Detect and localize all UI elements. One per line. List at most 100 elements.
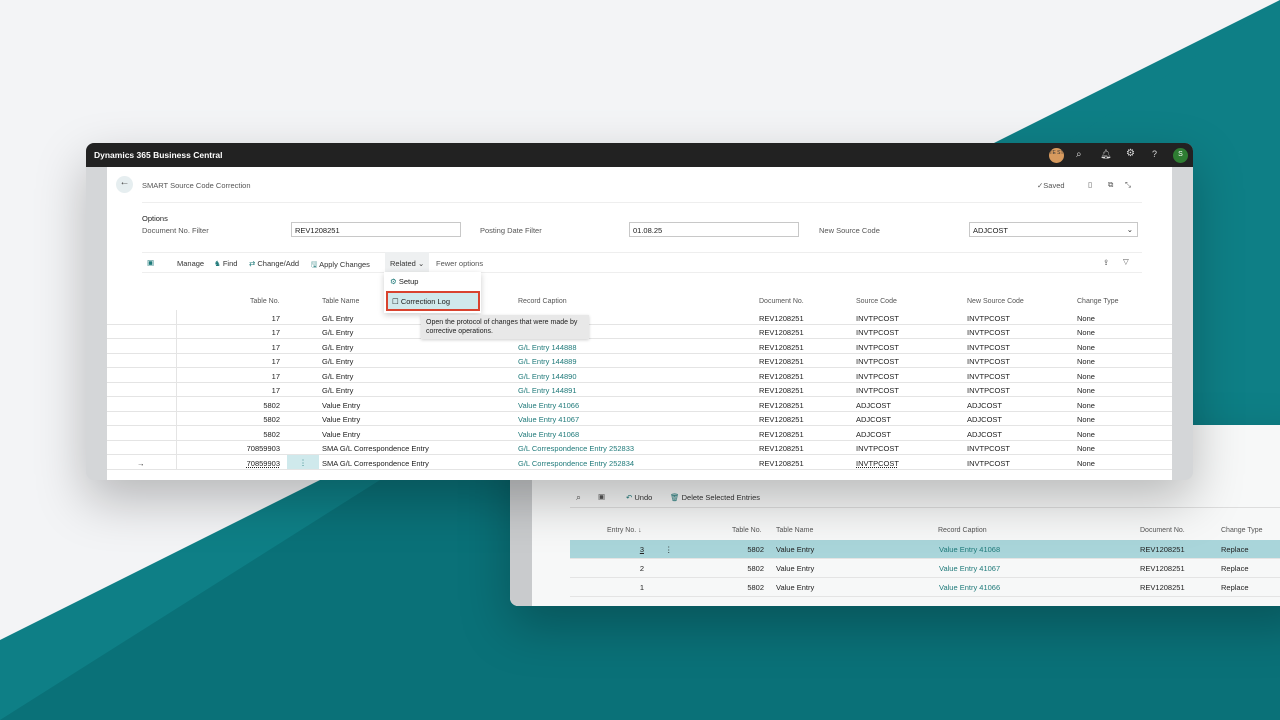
cell-table-no[interactable]: 17 xyxy=(271,313,280,323)
menu-item-correction-log[interactable]: ☐ Correction Log xyxy=(386,291,480,311)
cell-table-no[interactable]: 17 xyxy=(271,386,280,395)
cell: REV1208251 xyxy=(759,371,804,381)
table-row[interactable]: 17 G/L Entry G/L Entry 144889 REV1208251 INV… xyxy=(107,353,1172,368)
date-filter-label: Posting Date Filter xyxy=(480,226,542,235)
related-menu: ⚙ Setup ☐ Correction Log xyxy=(384,272,481,313)
col-record-caption[interactable]: Record Caption xyxy=(518,298,567,305)
cell: INVTPCOST xyxy=(967,458,1010,468)
log-row[interactable]: 2 5802 Value Entry Value Entry 41067 REV1208… xyxy=(570,559,1280,578)
new-source-select[interactable]: ADJCOST ⌄ xyxy=(969,222,1138,237)
log-row[interactable]: 1 5802 Value Entry Value Entry 41066 REV1208… xyxy=(570,578,1280,597)
table-row[interactable]: 17 G/L Entry REV1208251 INVTPCOST INVTPCOST N… xyxy=(107,324,1172,339)
cell: Value Entry xyxy=(322,429,361,439)
collapse-icon[interactable]: ⤡ xyxy=(1125,180,1131,189)
col-document-no[interactable]: Document No. xyxy=(1140,527,1185,534)
cell: None xyxy=(1077,357,1095,366)
table-row[interactable]: 5802 Value Entry Value Entry 41068 REV12082… xyxy=(107,426,1172,441)
log-row[interactable]: 3 ⋮ 5802 Value Entry Value Entry 41068 REV120… xyxy=(570,540,1280,559)
gear-icon[interactable]: ⚙ xyxy=(1126,148,1135,159)
col-entry-no[interactable]: Entry No. ↓ xyxy=(607,527,642,534)
row-actions-button[interactable]: ⋮ xyxy=(665,545,673,554)
apply-changes-button[interactable]: 🖫 Apply Changes xyxy=(311,260,370,269)
delete-entries-button[interactable]: 🗑 Delete Selected Entries xyxy=(670,493,761,502)
cell: INVTPCOST xyxy=(967,313,1010,323)
table-row[interactable]: 17 G/L Entry G/L Entry 144890 REV1208251 INV… xyxy=(107,368,1172,383)
back-button[interactable]: ← xyxy=(116,176,133,193)
open-new-window-icon[interactable]: ⧉ xyxy=(1108,180,1114,189)
date-filter-input[interactable]: 01.08.25 xyxy=(629,222,799,237)
cell: REV1208251 xyxy=(759,400,804,410)
search-icon[interactable]: ⌕ xyxy=(576,492,582,502)
col-table-name[interactable]: Table Name xyxy=(776,527,814,534)
layout-icon[interactable]: ▣ xyxy=(147,258,155,267)
cell: REV1208251 xyxy=(759,342,804,352)
undo-button[interactable]: ↶ Undo xyxy=(626,493,653,502)
col-source-code[interactable]: Source Code xyxy=(856,298,897,305)
cell: INVTPCOST xyxy=(856,386,899,395)
cell[interactable]: G/L Entry 144889 xyxy=(518,357,577,366)
cell[interactable]: G/L Entry 144888 xyxy=(518,342,577,352)
fewer-options-button[interactable]: Fewer options xyxy=(436,259,484,268)
page-title: SMART Source Code Correction xyxy=(142,181,251,190)
cell-table-no[interactable]: 17 xyxy=(271,357,280,366)
find-button[interactable]: ♞ Find xyxy=(214,259,238,268)
cell: G/L Entry xyxy=(322,386,354,395)
table-row[interactable]: 17 G/L Entry REV1208251 INVTPCOST INVTPCOST N… xyxy=(107,310,1172,325)
cell-table-no[interactable]: 5802 xyxy=(263,429,280,439)
cell-table-no[interactable]: 5802 xyxy=(263,400,280,410)
col-new-source-code[interactable]: New Source Code xyxy=(967,298,1024,305)
help-icon[interactable]: ? xyxy=(1152,149,1158,159)
table-row[interactable]: 5802 Value Entry Value Entry 41066 REV12082… xyxy=(107,397,1172,412)
cell-table-no[interactable]: 17 xyxy=(271,371,280,381)
cell: REV1208251 xyxy=(759,429,804,439)
doc-filter-label: Document No. Filter xyxy=(142,226,209,235)
cell: REV1208251 xyxy=(759,444,804,453)
cell[interactable]: G/L Correspondence Entry 252833 xyxy=(518,444,635,453)
cell: ADJCOST xyxy=(967,429,1003,439)
table-row[interactable]: 70859903 SMA G/L Correspondence Entry G/L … xyxy=(107,440,1172,455)
search-icon[interactable]: ⌕ xyxy=(1076,149,1082,160)
doc-filter-input[interactable]: REV1208251 xyxy=(291,222,461,237)
cell: ADJCOST xyxy=(967,415,1003,424)
col-table-no[interactable]: Table No. xyxy=(250,298,280,305)
cell[interactable]: Value Entry 41067 xyxy=(518,415,580,424)
share-icon[interactable]: ⇪ xyxy=(1103,258,1110,267)
layout-icon[interactable]: ▣ xyxy=(598,492,606,501)
cell[interactable]: Value Entry 41068 xyxy=(518,429,580,439)
cell: REV1208251 xyxy=(759,313,804,323)
cell[interactable]: G/L Entry 144890 xyxy=(518,371,577,381)
col-change-type[interactable]: Change Type xyxy=(1077,298,1119,305)
menu-item-setup[interactable]: ⚙ Setup xyxy=(390,277,419,286)
table-row[interactable]: 17 G/L Entry G/L Entry 144888 REV1208251 INV… xyxy=(107,339,1172,354)
table-row[interactable]: 5802 Value Entry Value Entry 41067 REV12082… xyxy=(107,411,1172,426)
change-add-button[interactable]: ⇄ Change/Add xyxy=(249,259,300,268)
cell: ADJCOST xyxy=(856,429,892,439)
cell-table-no[interactable]: 17 xyxy=(271,328,280,337)
cell-table-no[interactable]: 5802 xyxy=(263,415,280,424)
col-change-type[interactable]: Change Type xyxy=(1221,527,1263,534)
table-row[interactable]: → ⋮ 70859903 SMA G/L Correspondence Entry G/… xyxy=(107,455,1172,470)
col-document-no[interactable]: Document No. xyxy=(759,298,804,305)
col-record-caption[interactable]: Record Caption xyxy=(938,527,987,534)
col-table-name[interactable]: Table Name xyxy=(322,298,360,305)
cell[interactable]: Value Entry 41066 xyxy=(518,400,580,410)
cell-table-no[interactable]: 70859903 xyxy=(246,444,280,453)
cell: None xyxy=(1077,371,1095,381)
cell-table-no[interactable]: 17 xyxy=(271,342,280,352)
related-menu-button[interactable]: Related ⌄ xyxy=(385,252,430,272)
col-table-no[interactable]: Table No. xyxy=(732,527,762,534)
avatar[interactable]: S xyxy=(1173,148,1188,163)
filter-icon[interactable]: ▽ xyxy=(1123,257,1129,266)
bookmark-icon[interactable]: ▯ xyxy=(1088,180,1093,189)
row-actions-button[interactable]: ⋮ xyxy=(287,455,319,469)
cell: INVTPCOST xyxy=(967,342,1010,352)
cell-table-no[interactable]: 70859903 xyxy=(246,458,280,468)
cell[interactable]: G/L Entry 144891 xyxy=(518,386,577,395)
cell[interactable]: G/L Correspondence Entry 252834 xyxy=(518,458,635,468)
cell: INVTPCOST xyxy=(967,371,1010,381)
manage-button[interactable]: Manage xyxy=(177,259,205,268)
cell: None xyxy=(1077,458,1095,468)
cell: INVTPCOST xyxy=(856,328,899,337)
bell-icon[interactable]: 🔔︎ xyxy=(1100,149,1112,159)
table-row[interactable]: 17 G/L Entry G/L Entry 144891 REV1208251 INV… xyxy=(107,382,1172,397)
